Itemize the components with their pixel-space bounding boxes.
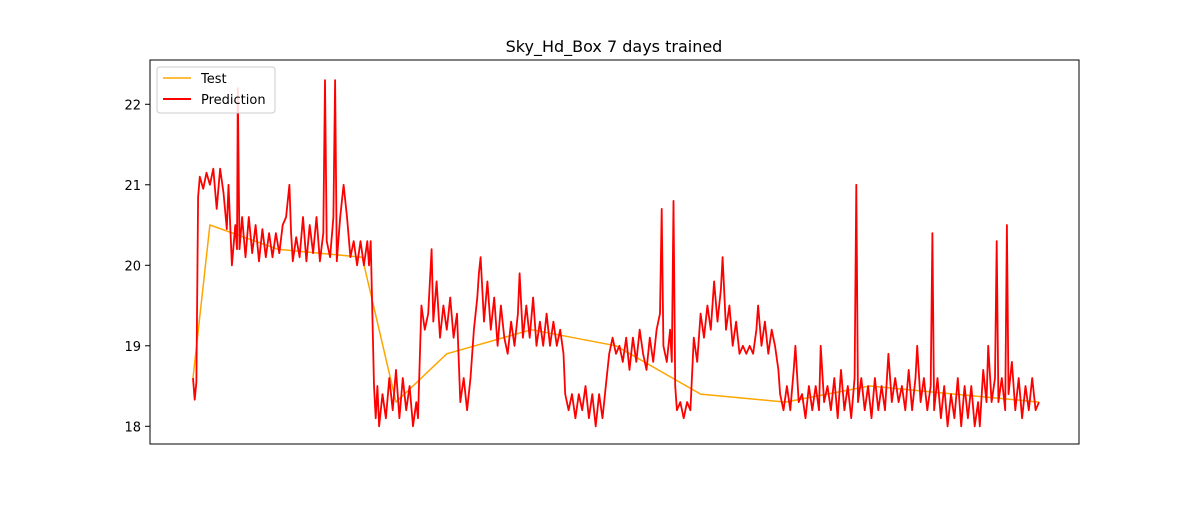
- legend-label-test: Test: [200, 72, 227, 87]
- y-tick-label: 21: [124, 179, 141, 194]
- series-line-prediction: [192, 79, 1040, 428]
- plot-area-frame: [149, 59, 1080, 445]
- series-layer: [192, 79, 1040, 428]
- y-tick-label: 20: [124, 259, 141, 274]
- y-tick-label: 18: [124, 420, 141, 435]
- y-tick-label: 22: [124, 98, 141, 113]
- y-tick-label: 19: [124, 340, 141, 355]
- y-axis: 18 19 20 21 22: [124, 98, 150, 435]
- legend: Test Prediction: [156, 66, 276, 114]
- chart-title: Sky_Hd_Box 7 days trained: [506, 37, 723, 57]
- series-line-test: [192, 224, 1040, 403]
- legend-label-prediction: Prediction: [201, 93, 266, 108]
